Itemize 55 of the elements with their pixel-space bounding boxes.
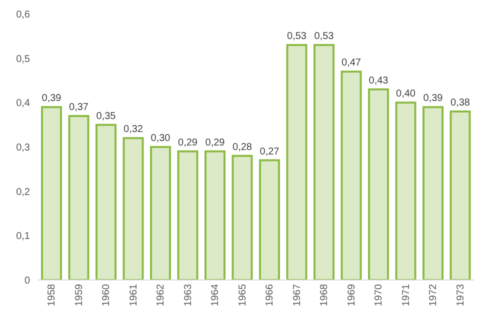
bar xyxy=(122,137,144,280)
bar xyxy=(204,150,226,280)
bar xyxy=(150,146,171,280)
x-tick-label: 1960 xyxy=(101,284,112,306)
data-label: 0,29 xyxy=(205,137,226,148)
bar xyxy=(395,102,416,280)
data-label: 0,28 xyxy=(232,142,252,153)
bar xyxy=(96,124,116,280)
data-label: 0,43 xyxy=(368,75,389,86)
x-tick-label: 1970 xyxy=(374,284,385,306)
y-tick-label: 0,3 xyxy=(16,142,30,154)
data-label: 0,47 xyxy=(342,58,362,69)
data-label: 0,29 xyxy=(178,137,198,148)
bar xyxy=(68,114,90,280)
bar xyxy=(259,159,280,280)
data-label: 0,38 xyxy=(450,98,470,109)
x-tick-label: 1965 xyxy=(237,284,248,306)
data-label: 0,39 xyxy=(42,93,62,104)
data-label: 0,53 xyxy=(287,31,307,42)
data-label: 0,39 xyxy=(423,93,444,104)
y-tick-label: 0,1 xyxy=(16,231,30,242)
y-tick-label: 0,2 xyxy=(16,186,30,198)
bar xyxy=(177,150,198,280)
x-tick-label: 1961 xyxy=(128,284,140,306)
bar xyxy=(340,70,362,280)
x-tick-label: 1962 xyxy=(156,284,167,306)
y-tick-label: 0,6 xyxy=(16,10,30,21)
bar xyxy=(41,106,62,280)
data-label: 0,30 xyxy=(150,133,171,144)
x-tick-label: 1963 xyxy=(182,284,194,306)
y-tick-label: 0 xyxy=(24,276,30,287)
data-label: 0,37 xyxy=(69,102,89,113)
x-tick-label: 1958 xyxy=(46,284,58,306)
x-tick-label: 1972 xyxy=(428,284,440,306)
x-tick-label: 1969 xyxy=(346,284,358,306)
data-label: 0,27 xyxy=(260,146,280,158)
data-label: 0,40 xyxy=(396,88,416,100)
x-tick-label: 1973 xyxy=(455,284,466,306)
bar xyxy=(450,110,471,280)
data-label: 0,32 xyxy=(124,124,144,136)
y-tick-label: 0,5 xyxy=(16,54,30,65)
x-tick-label: 1968 xyxy=(319,284,330,306)
bar xyxy=(286,44,308,280)
bar xyxy=(232,154,253,280)
data-label: 0,35 xyxy=(96,110,116,122)
x-tick-label: 1966 xyxy=(264,284,276,306)
data-label: 0,53 xyxy=(314,31,334,42)
x-tick-label: 1967 xyxy=(292,284,303,306)
bar xyxy=(368,88,389,280)
x-tick-label: 1959 xyxy=(74,284,85,306)
bar xyxy=(314,44,334,280)
y-tick-label: 0,4 xyxy=(16,98,30,110)
bar xyxy=(422,106,444,280)
x-tick-label: 1964 xyxy=(210,284,222,306)
x-tick-label: 1971 xyxy=(400,284,412,306)
